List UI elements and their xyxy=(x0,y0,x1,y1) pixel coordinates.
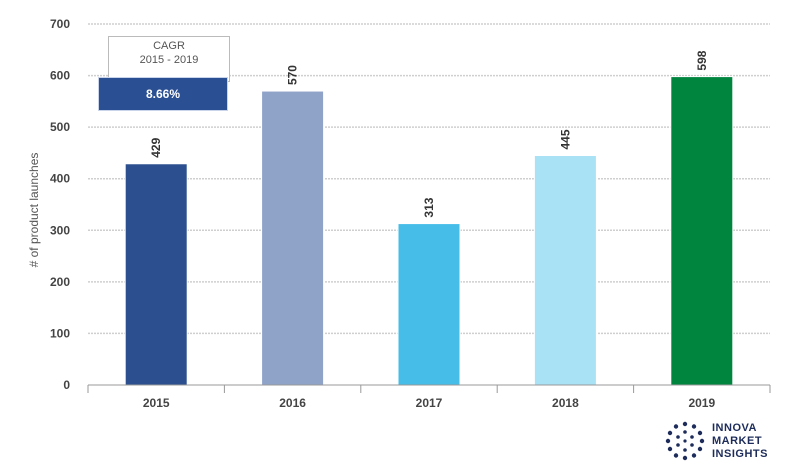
logo-line1: INNOVA xyxy=(712,422,757,434)
y-tick-0: 0 xyxy=(63,378,70,392)
x-axis-ticks: 2015 2016 2017 2018 2019 xyxy=(143,396,716,410)
x-tick-2015: 2015 xyxy=(143,396,170,410)
value-label-2017: 313 xyxy=(422,197,436,217)
x-tick-2017: 2017 xyxy=(416,396,443,410)
y-tick-500: 500 xyxy=(50,120,70,134)
bar-2018 xyxy=(533,155,597,386)
y-axis-ticks: 0 100 200 300 400 500 600 700 xyxy=(50,17,70,392)
y-tick-400: 400 xyxy=(50,172,70,186)
value-label-2016: 570 xyxy=(286,65,300,85)
logo-line3: INSIGHTS xyxy=(712,448,768,460)
cagr-title-line1: CAGR xyxy=(153,40,185,52)
cagr-value: 8.66% xyxy=(98,77,228,111)
y-tick-600: 600 xyxy=(50,69,70,83)
logo-text: INNOVA MARKET INSIGHTS xyxy=(712,422,768,461)
value-labels: 429 570 313 445 598 xyxy=(149,50,709,217)
logo-dots-icon xyxy=(665,421,705,461)
bar-2015 xyxy=(124,163,188,386)
cagr-box xyxy=(108,36,230,82)
y-axis-label: # of product launches xyxy=(27,153,41,268)
innova-logo: INNOVA MARKET INSIGHTS xyxy=(664,418,794,464)
value-label-2018: 445 xyxy=(558,129,572,149)
y-tick-700: 700 xyxy=(50,17,70,31)
y-tick-100: 100 xyxy=(50,326,70,340)
cagr-title-line2: 2015 - 2019 xyxy=(139,54,199,66)
x-tick-2016: 2016 xyxy=(279,396,306,410)
value-label-2015: 429 xyxy=(149,137,163,157)
y-tick-300: 300 xyxy=(50,223,70,237)
cagr-title: CAGR 2015 - 2019 xyxy=(112,39,226,67)
bar-2019 xyxy=(670,76,734,386)
logo-line2: MARKET xyxy=(712,435,763,447)
x-tick-2019: 2019 xyxy=(688,396,715,410)
bar-2016 xyxy=(261,90,325,386)
x-axis xyxy=(87,384,771,393)
bars xyxy=(124,76,734,386)
bar-2017 xyxy=(397,223,461,386)
value-label-2019: 598 xyxy=(695,50,709,70)
y-tick-200: 200 xyxy=(50,275,70,289)
x-tick-2018: 2018 xyxy=(552,396,579,410)
